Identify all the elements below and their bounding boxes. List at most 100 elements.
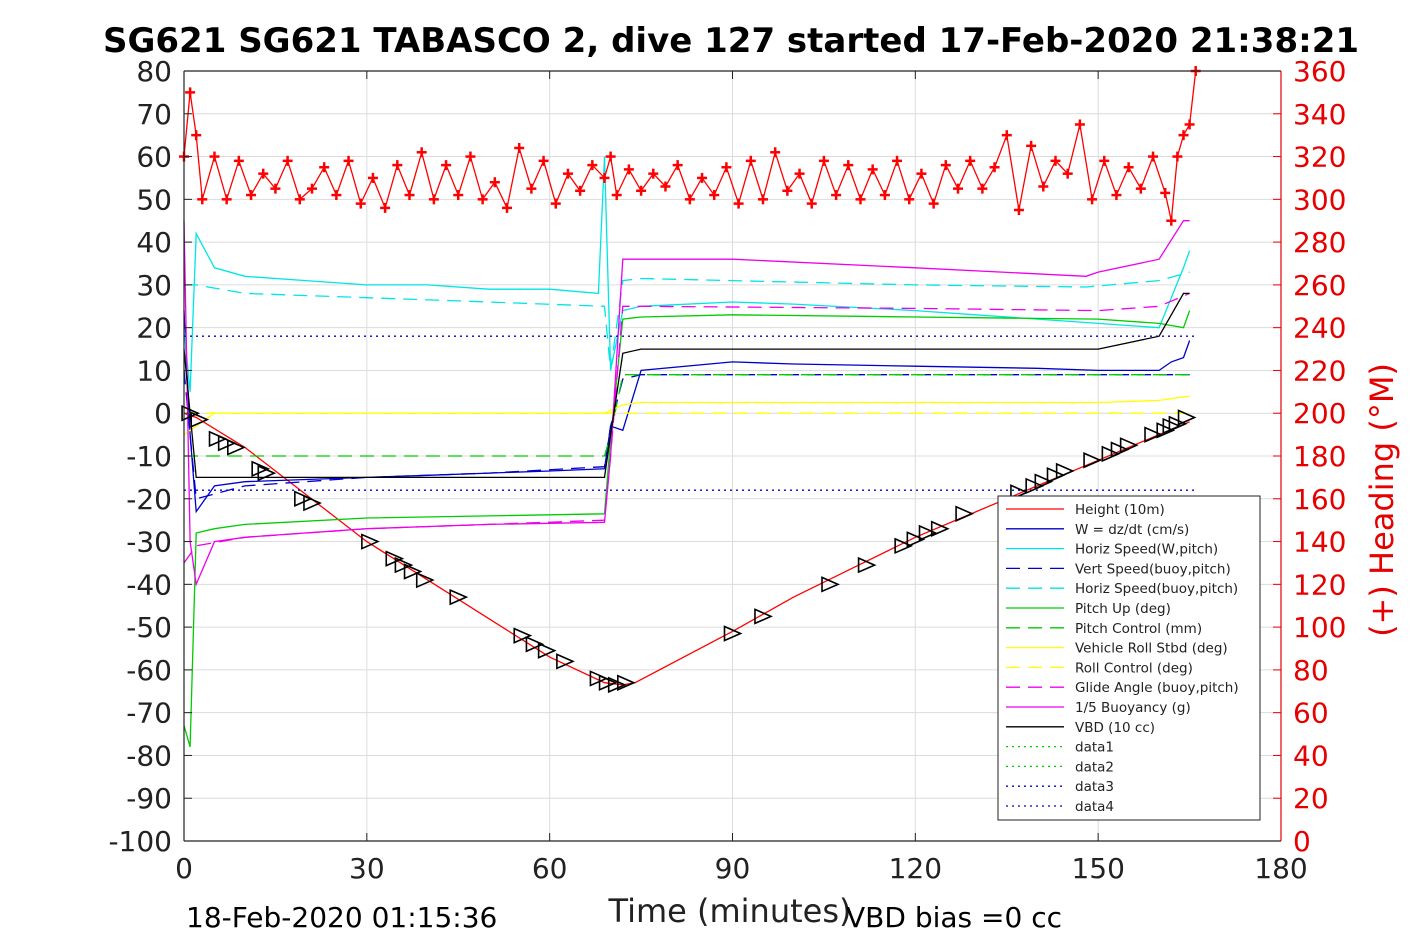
heading-point [514, 143, 525, 153]
height-marker [1034, 473, 1054, 490]
heading-point [1074, 119, 1085, 130]
legend-label: data4 [1075, 799, 1114, 815]
height-marker [257, 464, 277, 482]
legend-entry: Vehicle Roll Stbd (deg) [1006, 641, 1228, 657]
legend-entry: Horiz Speed(buoy,pitch) [1006, 581, 1238, 597]
heading-point [904, 194, 915, 205]
height-marker [394, 556, 414, 574]
y-right-tick-label: 140 [1293, 526, 1346, 559]
heading-point [794, 168, 805, 179]
heading-point [855, 194, 866, 205]
heading-point [221, 194, 232, 205]
heading-point [1172, 151, 1183, 162]
y-right-tick-label: 20 [1293, 782, 1329, 815]
legend-label: data2 [1075, 759, 1114, 775]
y-left-tick-label: -90 [126, 782, 172, 815]
legend-entry: data3 [1006, 779, 1114, 795]
height-marker [607, 676, 627, 694]
legend-entry: Pitch Control (mm) [1006, 621, 1202, 637]
legend-entry: Glide Angle (buoy,pitch) [1006, 680, 1239, 696]
legend-entry: Pitch Up (deg) [1006, 601, 1171, 617]
y-right-tick-label: 160 [1293, 483, 1346, 516]
heading-point [1013, 205, 1024, 216]
height-marker [303, 494, 322, 512]
height-marker [589, 670, 609, 687]
heading-point [538, 155, 549, 166]
y-left-tick-label: -40 [126, 568, 172, 601]
y-right-tick-label: 0 [1293, 825, 1311, 858]
y-right-tick-label: 300 [1293, 183, 1346, 216]
height-marker [251, 460, 271, 478]
heading-point [928, 198, 939, 209]
heading-point [1111, 190, 1122, 201]
heading-point [246, 190, 257, 201]
x-axis-label: Time (minutes) [608, 892, 852, 930]
heading-point [989, 162, 1000, 173]
y-right-tick-label: 120 [1293, 568, 1346, 601]
heading-point [526, 183, 537, 194]
heading-point [916, 168, 927, 179]
heading-point [611, 190, 622, 201]
y-right-tick-label: 360 [1293, 55, 1346, 88]
x-tick-label: 180 [1254, 852, 1307, 885]
legend-entry: Roll Control (deg) [1006, 660, 1193, 676]
height-marker [385, 550, 405, 567]
y-left-tick-label: 60 [136, 141, 172, 174]
height-marker [930, 520, 950, 537]
legend-entry: data2 [1006, 759, 1114, 775]
legend-label: Pitch Up (deg) [1075, 601, 1171, 617]
series-line-horiz-speed-w-pitch [183, 156, 1191, 392]
legend-label: Horiz Speed(buoy,pitch) [1075, 581, 1238, 597]
height-marker [208, 430, 228, 448]
heading-point [940, 160, 951, 171]
y-right-tick-label: 320 [1293, 141, 1346, 174]
height-marker [955, 505, 975, 522]
heading-point [1087, 194, 1098, 205]
height-marker [1046, 467, 1066, 484]
y-right-tick-label: 200 [1293, 397, 1346, 430]
legend-entry: VBD (10 cc) [1006, 720, 1155, 736]
heading-point [599, 172, 610, 183]
series-line-vert-speed-buoy-pitch [183, 370, 1190, 500]
heading-point [343, 155, 354, 166]
heading-point [392, 160, 403, 171]
heading-point [355, 198, 366, 209]
x-tick-label: 150 [1071, 852, 1124, 885]
height-marker [1055, 462, 1075, 480]
y-left-tick-label: 50 [136, 183, 172, 216]
y-left-tick-label: 40 [136, 226, 172, 259]
tick-labels: 0 30 60 90 120 150 18080706050403020100-10-20-… [108, 55, 1346, 885]
heading-point [977, 183, 988, 194]
legend-label: 1/5 Buoyancy (g) [1075, 700, 1191, 716]
height-marker [1083, 452, 1103, 469]
legend-label: data3 [1075, 779, 1114, 795]
y-left-tick-label: 70 [136, 98, 172, 131]
heading-point [709, 190, 720, 201]
height-marker [556, 653, 575, 670]
heading-point [721, 162, 732, 173]
heading-point [441, 160, 452, 171]
series-line-horiz-speed-buoy-pitch [184, 271, 1190, 371]
heading-point [1050, 155, 1061, 166]
y-right-tick-label: 40 [1293, 739, 1329, 772]
heading-point [867, 164, 878, 175]
heading-point [1166, 215, 1177, 226]
height-marker [181, 404, 201, 422]
heading-point [648, 168, 659, 179]
height-marker [403, 563, 423, 580]
heading-point [367, 172, 378, 183]
heading-point [331, 190, 342, 201]
heading-point [605, 151, 616, 162]
height-marker [513, 627, 533, 644]
heading-point [1135, 183, 1146, 194]
plot-area [179, 66, 1201, 748]
height-marker [1156, 422, 1176, 439]
series-line-1-5-buoyancy-g [183, 220, 1190, 587]
heading-point [1001, 130, 1012, 141]
heading-point [477, 194, 488, 205]
y-left-tick-label: -70 [126, 697, 172, 730]
y-left-tick-label: 80 [136, 55, 172, 88]
y-left-tick-label: 20 [136, 312, 172, 345]
heading-point [270, 183, 281, 194]
